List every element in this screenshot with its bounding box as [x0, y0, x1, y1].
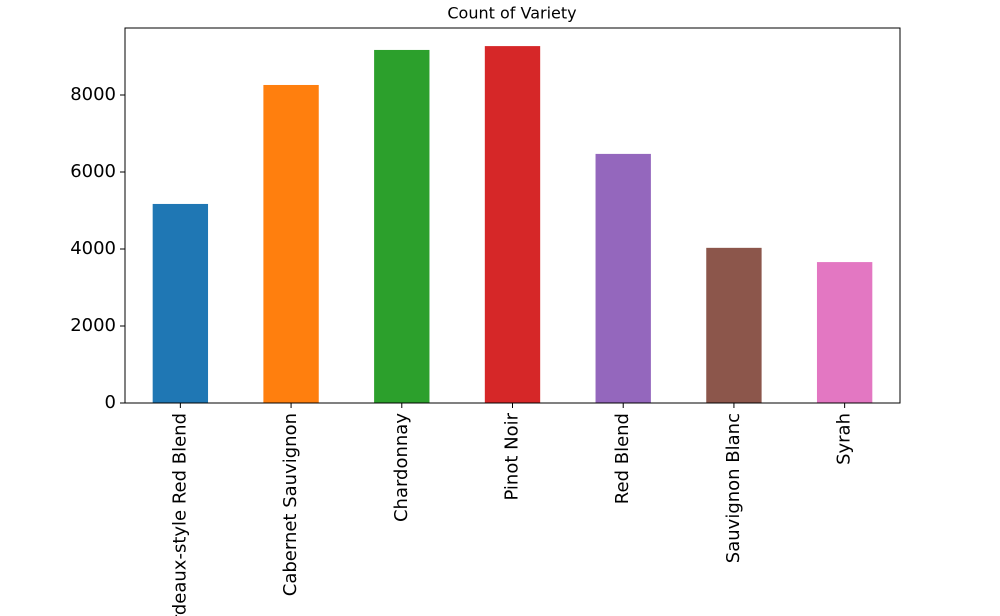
x-tick-label: Chardonnay [391, 413, 412, 522]
y-tick-label: 6000 [70, 161, 116, 182]
x-tick-label: Pinot Noir [502, 412, 523, 500]
bar [595, 153, 651, 403]
bar [152, 203, 209, 403]
bar [374, 49, 430, 403]
y-tick-label: 0 [105, 392, 116, 413]
x-tick-label: Cabernet Sauvignon [280, 413, 301, 596]
plot-frame [124, 27, 901, 404]
chart-title: Count of Variety [447, 4, 576, 23]
x-tick-label: Syrah [834, 413, 855, 465]
x-tick-label: Bordeaux-style Red Blend [169, 413, 190, 616]
x-tick-label: Red Blend [612, 413, 633, 504]
bar [484, 46, 541, 403]
bar [816, 262, 873, 403]
bar [706, 247, 762, 403]
y-tick-label: 8000 [70, 84, 116, 105]
y-tick-label: 4000 [70, 238, 116, 259]
x-tick-label: Sauvignon Blanc [723, 413, 744, 563]
y-tick-label: 2000 [70, 315, 116, 336]
bar [263, 84, 319, 404]
